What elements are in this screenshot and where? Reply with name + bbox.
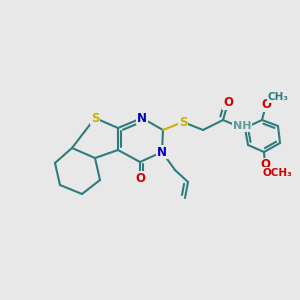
Text: N: N bbox=[157, 146, 167, 158]
Text: O: O bbox=[260, 158, 270, 172]
Text: CH₃: CH₃ bbox=[268, 92, 289, 102]
Text: O: O bbox=[135, 172, 145, 184]
Text: O: O bbox=[223, 97, 233, 110]
Text: NH: NH bbox=[233, 121, 251, 131]
Text: S: S bbox=[91, 112, 99, 124]
Text: N: N bbox=[137, 112, 147, 124]
Text: OCH₃: OCH₃ bbox=[262, 168, 292, 178]
Text: O: O bbox=[261, 98, 271, 112]
Text: S: S bbox=[179, 116, 187, 128]
